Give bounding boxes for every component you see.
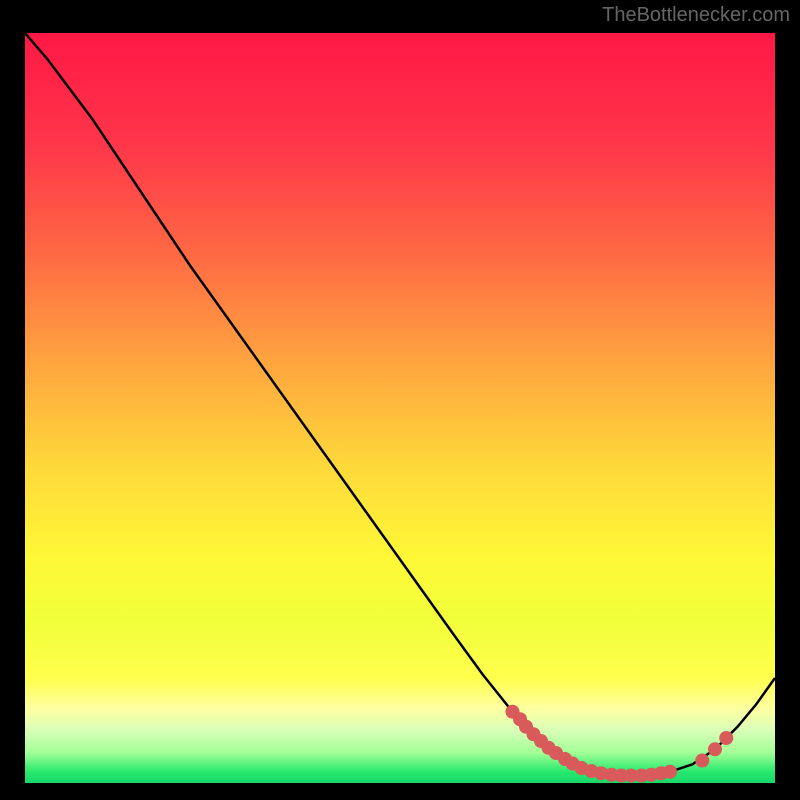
data-point	[663, 765, 677, 779]
dots-layer	[25, 33, 775, 783]
data-point	[719, 731, 733, 745]
data-point	[695, 754, 709, 768]
plot-area	[25, 33, 775, 783]
attribution-text: TheBottlenecker.com	[602, 4, 790, 27]
data-point	[708, 742, 722, 756]
